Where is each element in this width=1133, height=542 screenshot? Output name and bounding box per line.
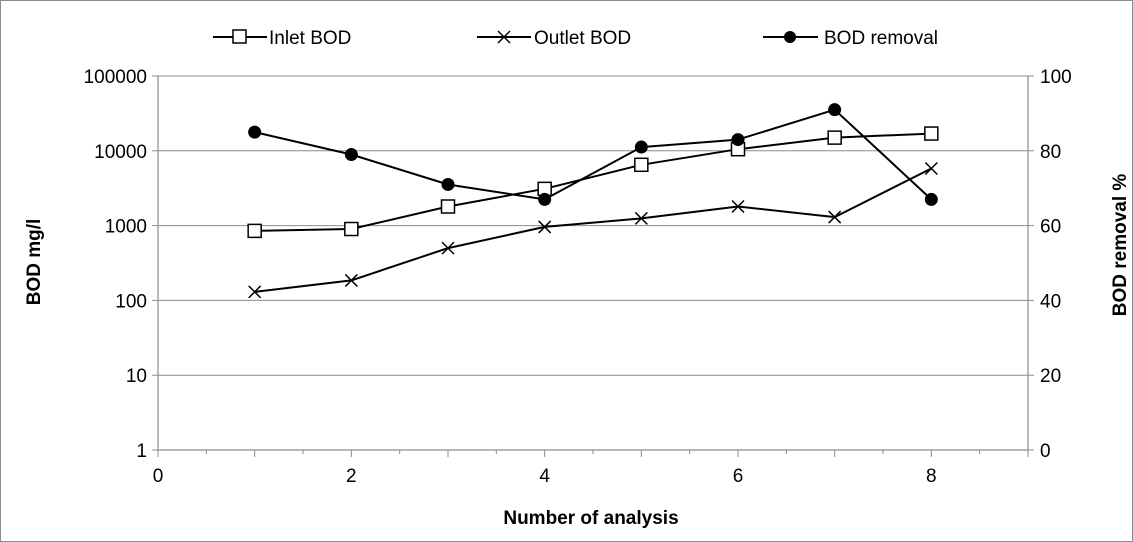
x-marker-stroke	[538, 220, 552, 234]
data-point-outlet-bod	[828, 210, 842, 224]
data-point-outlet-bod	[538, 220, 552, 234]
data-point-inlet-bod	[344, 221, 359, 237]
y-left-tick-label: 100	[115, 291, 147, 312]
data-point-bod-removal	[731, 133, 745, 147]
data-point-outlet-bod	[441, 241, 455, 255]
x-marker-stroke	[828, 210, 842, 224]
y-right-tick-label: 20	[1040, 366, 1061, 387]
x-marker-stroke	[344, 273, 358, 287]
y-right-tick-label: 40	[1040, 291, 1061, 312]
x-tick-label: 0	[153, 466, 164, 487]
x-marker-stroke	[441, 241, 455, 255]
gridlines	[158, 75, 1028, 376]
data-point-inlet-bod	[827, 130, 842, 145]
x-marker-stroke	[634, 211, 648, 225]
legend-item-inlet-bod: Inlet BOD	[213, 28, 351, 49]
x-marker-stroke	[731, 199, 745, 214]
legend-item-bod-removal: BOD removal	[763, 28, 938, 49]
data-point-outlet-bod	[344, 273, 358, 287]
x-tick-label: 2	[346, 466, 357, 487]
y-left-axis-label: BOD mg/l	[24, 219, 45, 306]
series-line-outlet-bod	[254, 167, 932, 293]
x-marker-stroke	[248, 285, 262, 299]
x-marker-stroke	[924, 161, 938, 176]
data-point-bod-removal	[248, 125, 262, 139]
legend: Inlet BOD Outlet BOD BOD removal	[213, 28, 938, 49]
y-left-tick-label: 1000	[105, 217, 147, 238]
x-tick-label: 6	[733, 466, 744, 487]
legend-item-outlet-bod: Outlet BOD	[477, 28, 631, 49]
legend-marker-filled-circle	[784, 31, 796, 43]
data-point-bod-removal	[634, 140, 648, 154]
y-right-axis-label: BOD removal %	[1110, 174, 1131, 317]
data-point-outlet-bod	[924, 161, 938, 176]
series-layer	[247, 103, 939, 299]
x-tick-label: 4	[539, 466, 550, 487]
data-point-outlet-bod	[731, 199, 745, 214]
data-point-outlet-bod	[248, 285, 262, 299]
data-point-bod-removal	[344, 148, 358, 162]
data-point-bod-removal	[538, 192, 552, 206]
y-left-tick-label: 100000	[84, 67, 147, 88]
data-point-inlet-bod	[247, 223, 262, 239]
legend-label-inlet-bod: Inlet BOD	[269, 28, 351, 49]
y-left-tick-label: 1	[136, 441, 147, 462]
data-point-bod-removal	[924, 192, 938, 206]
y-left-tick-label: 10000	[94, 142, 147, 163]
axes	[152, 75, 1034, 457]
series-line-bod-removal	[254, 108, 932, 201]
data-point-inlet-bod	[634, 157, 649, 173]
legend-label-outlet-bod: Outlet BOD	[534, 28, 631, 49]
x-tick-label: 8	[926, 466, 937, 487]
legend-label-bod-removal: BOD removal	[824, 28, 938, 49]
data-point-inlet-bod	[924, 126, 939, 141]
y-right-tick-label: 60	[1040, 217, 1061, 238]
y-left-tick-label: 10	[126, 366, 147, 387]
data-point-bod-removal	[828, 103, 842, 117]
legend-marker-open-square	[232, 29, 247, 44]
legend-marker-x	[497, 30, 511, 44]
y-right-tick-label: 80	[1040, 142, 1061, 163]
data-point-bod-removal	[441, 177, 455, 191]
series-line-inlet-bod	[254, 132, 932, 232]
x-axis-label: Number of analysis	[503, 508, 678, 529]
y-right-tick-label: 0	[1040, 441, 1051, 462]
y-right-tick-label: 100	[1040, 67, 1072, 88]
data-point-outlet-bod	[634, 211, 648, 225]
data-point-inlet-bod	[440, 199, 456, 214]
